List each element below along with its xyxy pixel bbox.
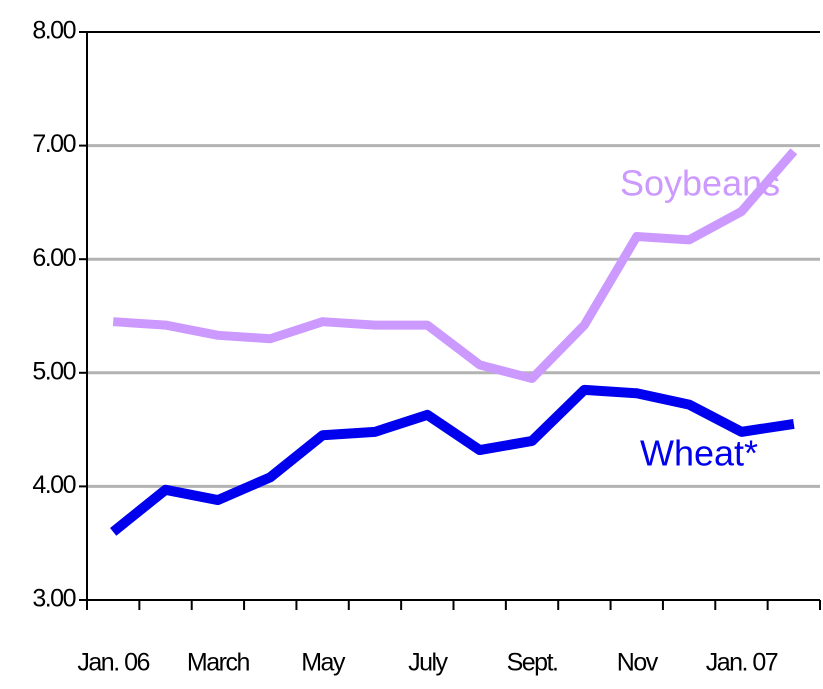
series-line (110, 384, 795, 536)
series-label: Soybeans (620, 163, 780, 204)
series-line (112, 148, 798, 383)
x-tick-label: March (187, 649, 250, 677)
y-tick-label: 7.00 (32, 130, 75, 158)
x-tick-label: Nov (617, 649, 659, 677)
y-tick-label: 6.00 (32, 244, 75, 272)
y-tick-label: 8.00 (32, 17, 75, 45)
y-tick-label: 5.00 (32, 357, 75, 385)
x-tick-label: Jan. 07 (706, 649, 778, 677)
y-tick-label: 3.00 (32, 585, 75, 613)
x-tick-label: Sept. (507, 649, 558, 677)
x-tick-label: July (408, 649, 448, 677)
y-tick-label: 4.00 (32, 471, 75, 499)
x-tick-label: Jan. 06 (77, 649, 149, 677)
x-tick-label: May (301, 649, 346, 677)
series-label: Wheat* (640, 433, 758, 474)
